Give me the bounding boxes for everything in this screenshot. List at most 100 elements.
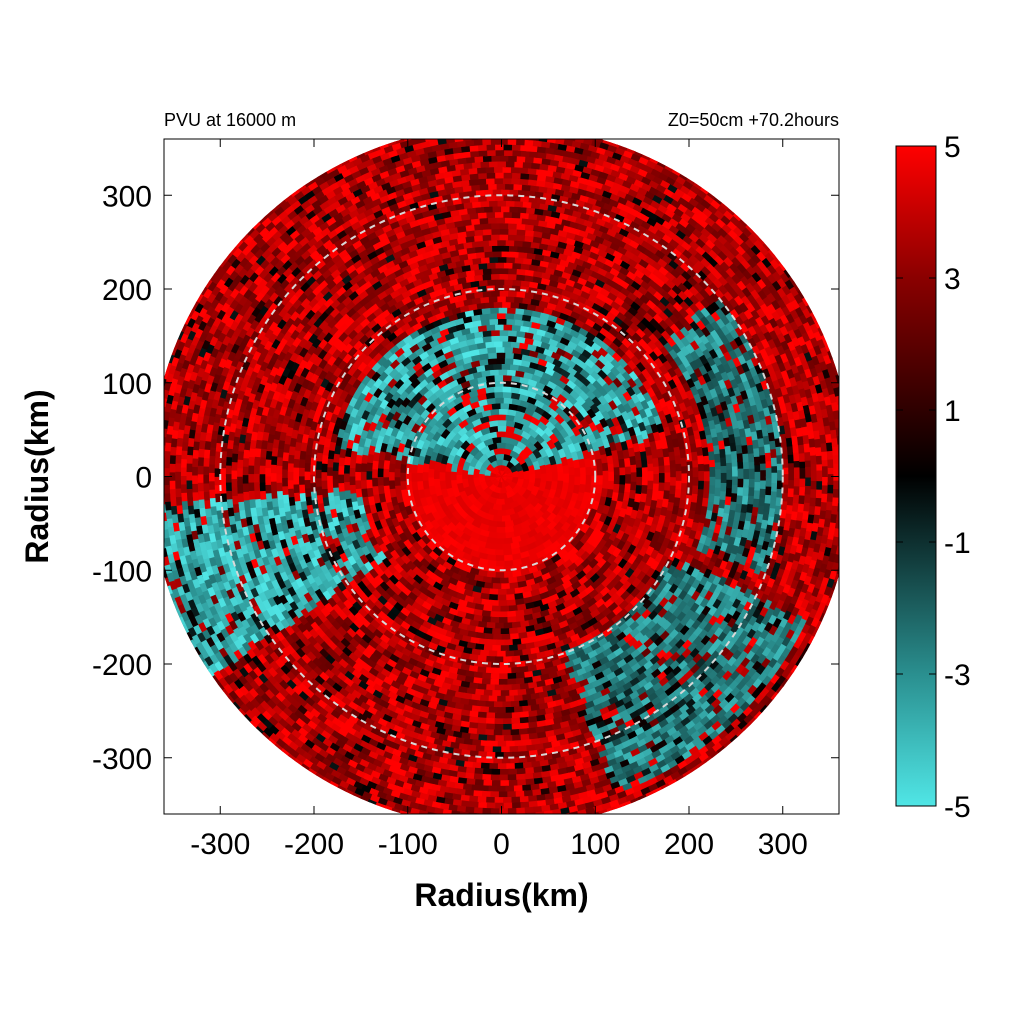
heatmap-cell	[522, 445, 534, 457]
heatmap-cell	[538, 415, 550, 426]
heatmap-cell	[609, 515, 619, 527]
heatmap-cell	[512, 552, 523, 561]
heatmap-cell	[692, 428, 701, 440]
heatmap-cell	[666, 441, 675, 453]
heatmap-cell	[677, 439, 686, 450]
heatmap-cell	[484, 469, 492, 476]
heatmap-cell	[481, 335, 492, 343]
heatmap-cell	[468, 665, 480, 673]
heatmap-cell	[514, 462, 524, 472]
heatmap-cell	[451, 510, 463, 521]
heatmap-cell	[497, 481, 503, 489]
heatmap-cell	[450, 471, 457, 481]
heatmap-cell	[496, 414, 506, 421]
heatmap-cell	[307, 512, 316, 524]
heatmap-cell	[697, 462, 705, 473]
heatmap-cell	[478, 638, 489, 646]
heatmap-cell	[560, 643, 572, 653]
heatmap-cell	[654, 506, 663, 517]
heatmap-cell	[471, 308, 483, 316]
heatmap-cell	[368, 421, 378, 433]
heatmap-cell	[565, 610, 577, 620]
heatmap-cell	[486, 358, 497, 365]
heatmap-cell	[487, 312, 498, 320]
heatmap-cell	[506, 593, 516, 601]
heatmap-cell	[424, 658, 436, 668]
heatmap-cell	[527, 547, 539, 557]
heatmap-cell	[419, 558, 431, 569]
heatmap-cell	[508, 604, 519, 612]
heatmap-cell	[385, 398, 396, 410]
heatmap-cell	[524, 503, 536, 514]
heatmap-cell	[585, 543, 597, 556]
heatmap-cell	[449, 565, 461, 575]
heatmap-cell	[549, 388, 561, 399]
heatmap-cell	[471, 371, 483, 380]
heatmap-cell	[523, 613, 535, 622]
heatmap-cell	[432, 546, 444, 558]
heatmap-cell	[504, 357, 514, 365]
heatmap-cell	[468, 280, 480, 288]
heatmap-cell	[503, 656, 514, 663]
heatmap-cell	[636, 475, 643, 486]
heatmap-cell	[479, 481, 489, 491]
heatmap-cell	[506, 369, 517, 377]
heatmap-cell	[546, 503, 557, 514]
heatmap-cell	[492, 515, 503, 522]
heatmap-cell	[428, 338, 440, 349]
heatmap-cell	[472, 499, 484, 511]
heatmap-cell	[438, 371, 450, 382]
heatmap-cell	[504, 639, 515, 646]
heatmap-cell	[451, 416, 463, 427]
heatmap-cell	[564, 659, 576, 669]
heatmap-cell	[570, 348, 582, 359]
heatmap-cell	[432, 348, 445, 359]
heatmap-cell	[459, 490, 469, 502]
heatmap-cell	[366, 471, 373, 481]
heatmap-cell	[546, 380, 558, 390]
heatmap-cell	[554, 413, 565, 425]
heatmap-cell	[431, 375, 443, 386]
heatmap-cell	[703, 471, 711, 482]
heatmap-cell	[510, 392, 521, 400]
heatmap-cell	[618, 546, 629, 559]
heatmap-cell	[501, 472, 508, 477]
heatmap-cell	[440, 572, 452, 583]
heatmap-cell	[475, 302, 486, 310]
heatmap-cell	[479, 649, 491, 657]
heatmap-cell	[486, 571, 497, 579]
heatmap-cell	[505, 307, 516, 314]
heatmap-cell	[520, 519, 531, 530]
heatmap-cell	[484, 542, 495, 550]
heatmap-cell	[630, 405, 641, 417]
heatmap-cell	[606, 408, 617, 420]
heatmap-cell	[509, 582, 520, 590]
heatmap-cell	[449, 596, 461, 606]
heatmap-cell	[535, 556, 547, 566]
heatmap-cell	[425, 431, 435, 443]
heatmap-cell	[426, 584, 438, 595]
heatmap-cell	[555, 563, 567, 574]
heatmap-cell	[426, 616, 439, 627]
heatmap-cell	[447, 530, 459, 541]
heatmap-cell	[559, 419, 571, 431]
heatmap-cell	[662, 446, 670, 458]
heatmap-cell	[447, 521, 458, 533]
heatmap-cell	[311, 499, 319, 511]
heatmap-cell	[514, 273, 526, 281]
heatmap-cell	[481, 458, 492, 469]
heatmap-cell	[487, 454, 497, 464]
heatmap-cell	[573, 370, 585, 382]
heatmap-cell	[538, 481, 547, 492]
heatmap-cell	[468, 503, 480, 515]
heatmap-cell	[422, 424, 433, 436]
heatmap-cell	[461, 298, 473, 307]
heatmap-cell	[419, 612, 431, 623]
heatmap-cell	[570, 506, 580, 518]
heatmap-cell	[654, 438, 663, 450]
heatmap-cell	[636, 467, 643, 477]
heatmap-cell	[357, 417, 367, 429]
heatmap-cell	[569, 354, 581, 365]
heatmap-cell	[509, 627, 520, 635]
heatmap-cell	[399, 463, 407, 474]
